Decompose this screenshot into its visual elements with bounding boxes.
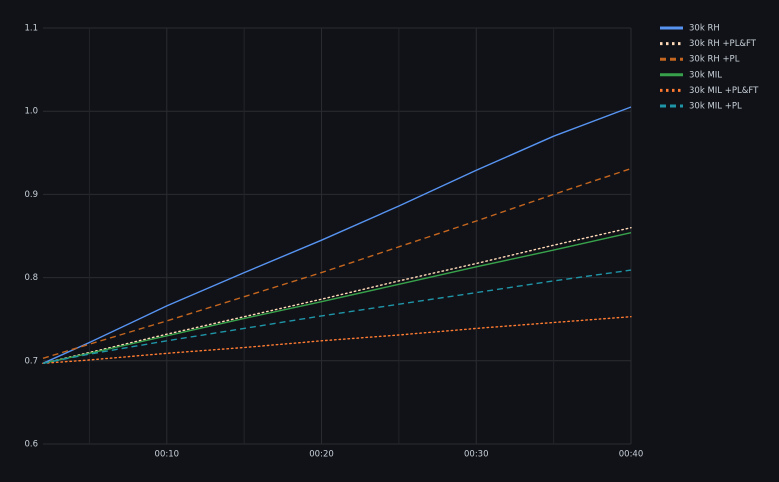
x-tick-label: 00:20 <box>309 450 334 460</box>
y-tick-label: 1.0 <box>24 107 38 117</box>
x-tick-label: 00:30 <box>464 450 489 460</box>
legend-label: 30k MIL +PL <box>689 102 742 112</box>
y-tick-label: 0.7 <box>24 356 38 366</box>
y-tick-label: 0.8 <box>24 273 38 283</box>
y-tick-label: 0.9 <box>24 190 38 200</box>
series-line <box>42 227 632 364</box>
series-line <box>42 232 632 364</box>
legend-label: 30k RH +PL <box>689 55 740 65</box>
x-tick-label: 00:10 <box>155 450 180 460</box>
series-line <box>42 106 632 364</box>
y-tick-label: 1.1 <box>24 24 38 34</box>
y-tick-label: 0.6 <box>24 440 38 450</box>
series-line <box>42 269 632 364</box>
legend-label: 30k MIL +PL&FT <box>689 86 759 96</box>
series-line <box>42 167 632 359</box>
x-tick-label: 00:40 <box>619 450 644 460</box>
legend-label: 30k MIL <box>689 70 722 80</box>
legend-label: 30k RH +PL&FT <box>689 39 757 49</box>
series-line <box>42 316 632 364</box>
legend-label: 30k RH <box>689 24 720 34</box>
